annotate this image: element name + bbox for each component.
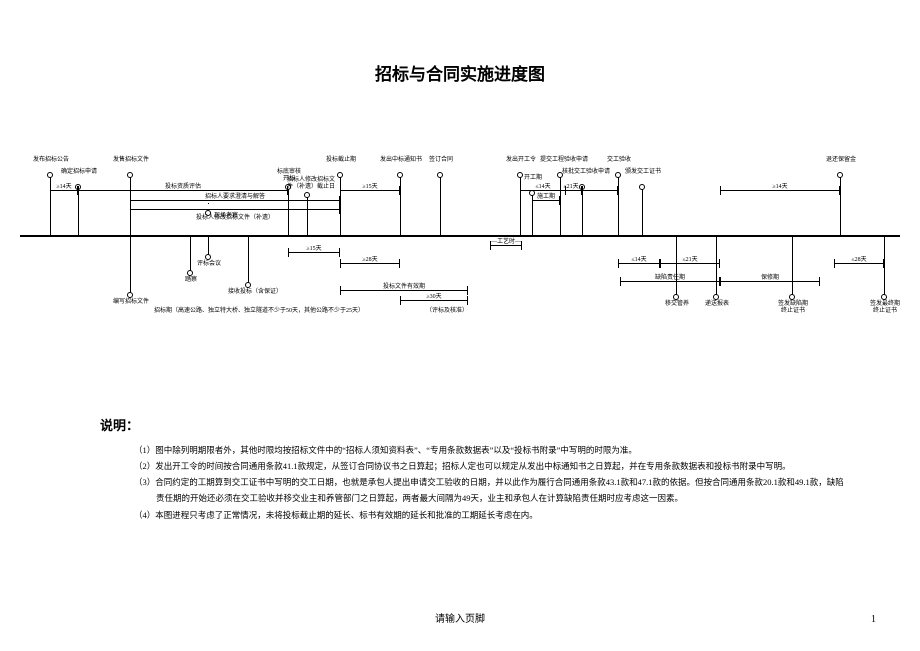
interval-label: 投标文件有效期 [340, 281, 468, 290]
event-label: 提交工程验收申请 [540, 157, 582, 164]
event-label: 接收投标（含保证） [228, 289, 270, 296]
explain-row: （2）发出开工令的时间按合同通用条款41.1款规定，从签订合同协议书之日算起；招… [134, 458, 820, 474]
interval: 缺陷责任期 [620, 281, 720, 282]
interval-label: 保修期 [720, 272, 820, 281]
event-label: 投标截止期 [320, 157, 362, 164]
event-label: 核批交工验收申请 [562, 169, 604, 176]
event-label: 确定招标申请 [58, 169, 100, 176]
interval: —工艺时— [490, 245, 522, 246]
event-label: 发布招标公告 [30, 157, 72, 164]
diagram-note: （评标及核准） [426, 305, 468, 314]
interval-label: ≥14天 [720, 181, 840, 190]
event-label: 签发最终期终止证书 [864, 301, 906, 315]
diagram-note: 招标期（高速公路、独立特大桥、独立隧道不少于50天，其他公路不少于25天） [154, 305, 364, 314]
interval: ≥30天 [400, 300, 468, 301]
explanation-section: 说明： （1）图中除列明期限者外，其他时限均按招标文件中的“招标人须知资料表”、… [100, 415, 820, 523]
interval: 保修期 [720, 281, 820, 282]
interval: ≥15天 [340, 190, 400, 191]
event-label: 签发缺陷期终止证书 [772, 301, 814, 315]
event-label: 退还保留金 [820, 157, 862, 164]
interval-label: ≥30天 [400, 291, 468, 300]
event-label: 移交管养 [656, 301, 698, 308]
interval: ≤21天 [660, 263, 720, 264]
explain-row: （1）图中除列明期限者外，其他时限均按招标文件中的“招标人须知资料表”、“专用条… [134, 442, 820, 458]
interval-label: 投标资质评估 [78, 181, 288, 190]
interval-label: 招标人要求澄清与解答 [130, 191, 340, 200]
event-label: 发出中标通知书 [380, 157, 422, 164]
explain-row: （3）合同约定的工期算到交工证书中写明的交工日期，也就是承包人提出申请交工验收的… [134, 474, 820, 490]
interval: ≥14天 [720, 190, 840, 191]
interval: ≥15天 [288, 252, 340, 253]
event-label: 交工验收 [598, 157, 640, 164]
event-label: 颁发交工证书 [622, 169, 664, 176]
interval-label: 施工期 [532, 191, 560, 200]
interval: ≤14天 [618, 263, 660, 264]
event-label: 发出开工令 [500, 157, 542, 164]
interval: ≥14天 [50, 190, 78, 191]
interval: 施工期 [532, 200, 560, 201]
explain-title: 说明： [100, 415, 820, 434]
interval-label: ≤28天 [834, 254, 884, 263]
interval-label: 缺陷责任期 [620, 272, 720, 281]
interval-label: ≤21天 [660, 254, 720, 263]
event-label: 招标人修改招标文件（补遗）截止日 [287, 177, 329, 191]
page-number: 1 [871, 614, 876, 625]
interval-label: 投标人修改招标文件（补遗） [130, 212, 340, 221]
event-label: 发售招标文件 [110, 157, 152, 164]
interval [582, 190, 618, 191]
event-label: 评标会议 [188, 261, 230, 268]
event-label: 踏察 [170, 277, 212, 284]
interval-label: ≤21天 [560, 181, 582, 190]
interval-label: ≥15天 [288, 243, 340, 252]
interval: ≥28天 [340, 263, 400, 264]
interval: 招标人要求澄清与解答 [130, 200, 340, 201]
event-label: 递送报表 [696, 301, 738, 308]
explain-list: （1）图中除列明期限者外，其他时限均按招标文件中的“招标人须知资料表”、“专用条… [100, 442, 820, 523]
event-label: 签订合同 [420, 157, 462, 164]
interval-label: —工艺时— [490, 236, 522, 245]
explain-row: （4）本图进程只考虑了正常情况，未将投标截止期的延长、标书有效期的延长和批准的工… [134, 507, 820, 523]
interval: 投标人修改招标文件（补遗） [130, 209, 340, 210]
event-label: 编写招标文件 [110, 299, 152, 306]
interval-label: ≥15天 [340, 181, 400, 190]
baseline [20, 235, 900, 237]
page-title: 招标与合同实施进度图 [0, 0, 920, 105]
interval-label: ≥14天 [50, 181, 78, 190]
explain-row: 责任期的开始还必须在交工验收并移交业主和养管部门之日算起，两者最大间隔为49天，… [134, 490, 820, 506]
interval: ≤21天 [560, 190, 582, 191]
timeline-diagram: 发布招标公告确定招标申请发售招标文件编写招标文件踏察评标会议接收投标（含保证）标… [20, 105, 900, 365]
interval-label: ≥28天 [340, 254, 400, 263]
interval-label: ≤14天 [618, 254, 660, 263]
interval: ≤28天 [834, 263, 884, 264]
footer-text: 请输入页脚 [0, 610, 920, 625]
